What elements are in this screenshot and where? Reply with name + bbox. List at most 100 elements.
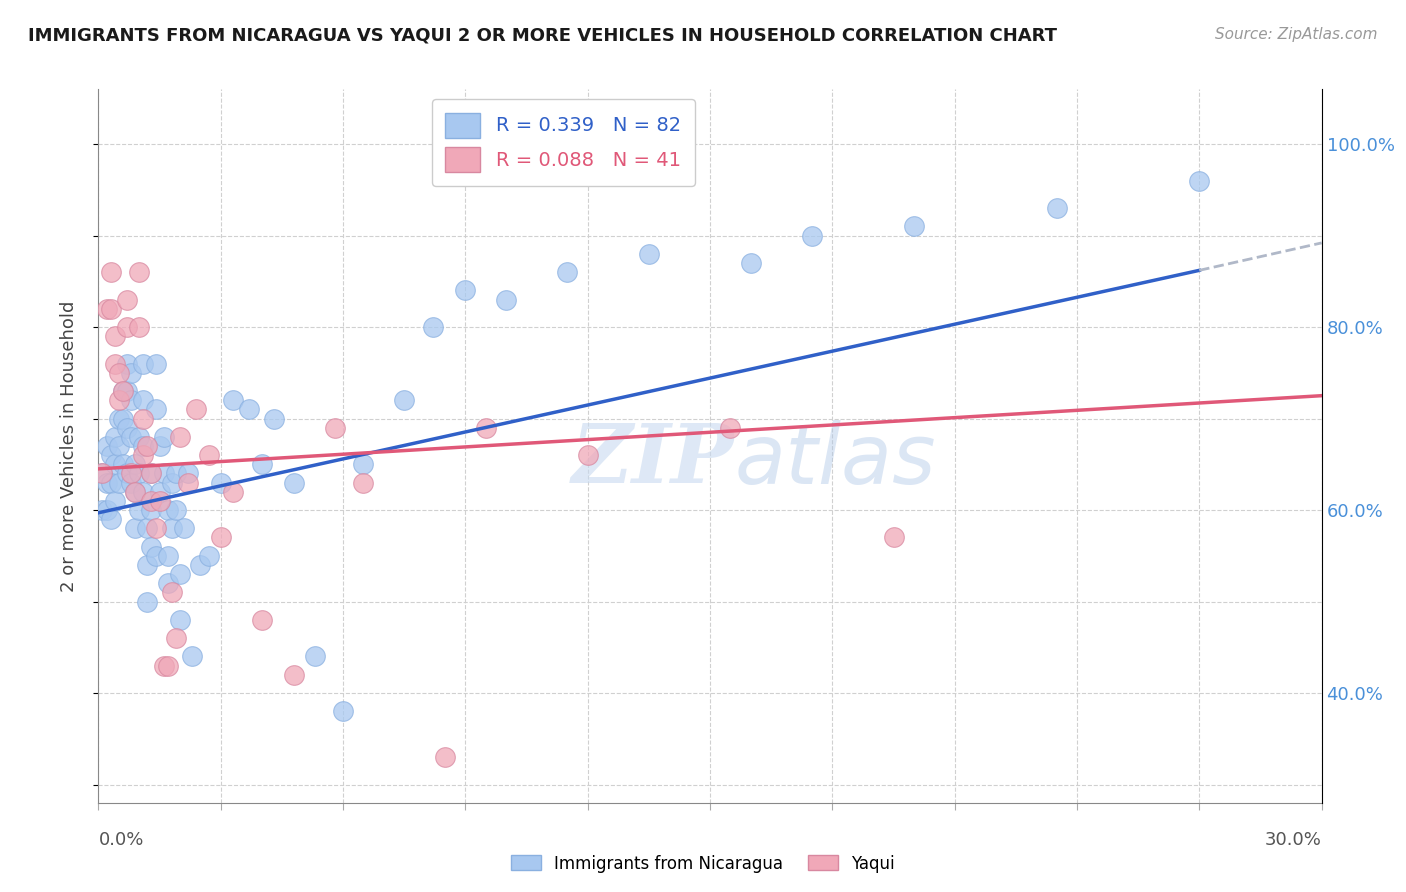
Point: [141, 540, 163, 554]
Point: [323, 420, 346, 434]
Point: [100, 512, 122, 526]
Point: [104, 458, 127, 472]
Y-axis label: 2 or more Vehicles in Household: 2 or more Vehicles in Household: [59, 301, 77, 591]
Point: [128, 320, 150, 334]
Point: [557, 265, 579, 279]
Point: [160, 585, 183, 599]
Point: [156, 658, 179, 673]
Text: 0.0%: 0.0%: [98, 831, 143, 849]
Point: [152, 430, 174, 444]
Point: [115, 420, 138, 434]
Point: [263, 411, 285, 425]
Point: [173, 521, 195, 535]
Point: [108, 439, 131, 453]
Point: [197, 448, 219, 462]
Point: [111, 384, 134, 398]
Point: [222, 393, 245, 408]
Point: [149, 484, 172, 499]
Point: [132, 393, 155, 408]
Point: [104, 430, 127, 444]
Point: [108, 393, 131, 408]
Point: [352, 458, 374, 472]
Point: [638, 247, 661, 261]
Point: [136, 439, 159, 453]
Point: [132, 484, 155, 499]
Point: [238, 402, 260, 417]
Point: [96, 503, 118, 517]
Point: [120, 475, 142, 490]
Point: [120, 393, 142, 408]
Point: [124, 458, 146, 472]
Point: [283, 475, 305, 490]
Point: [209, 475, 232, 490]
Point: [124, 484, 146, 499]
Point: [209, 531, 232, 545]
Point: [108, 411, 131, 425]
Point: [115, 467, 138, 481]
Legend: R = 0.339   N = 82, R = 0.088   N = 41: R = 0.339 N = 82, R = 0.088 N = 41: [432, 99, 695, 186]
Point: [141, 467, 163, 481]
Point: [115, 357, 138, 371]
Text: atlas: atlas: [734, 420, 936, 500]
Point: [100, 475, 122, 490]
Point: [422, 320, 444, 334]
Point: [111, 458, 134, 472]
Point: [720, 420, 742, 434]
Point: [156, 576, 179, 591]
Point: [141, 467, 163, 481]
Point: [120, 430, 142, 444]
Point: [96, 475, 118, 490]
Point: [177, 475, 200, 490]
Point: [100, 301, 122, 316]
Point: [100, 265, 122, 279]
Point: [96, 301, 118, 316]
Point: [495, 293, 517, 307]
Point: [124, 521, 146, 535]
Point: [250, 613, 273, 627]
Point: [801, 228, 824, 243]
Point: [576, 448, 599, 462]
Point: [352, 475, 374, 490]
Point: [141, 503, 163, 517]
Point: [1045, 201, 1069, 215]
Point: [111, 384, 134, 398]
Point: [115, 384, 138, 398]
Point: [740, 256, 762, 270]
Text: Source: ZipAtlas.com: Source: ZipAtlas.com: [1215, 27, 1378, 42]
Point: [160, 475, 183, 490]
Point: [454, 284, 477, 298]
Point: [124, 484, 146, 499]
Point: [392, 393, 416, 408]
Point: [149, 494, 172, 508]
Point: [188, 558, 212, 572]
Point: [132, 357, 155, 371]
Point: [104, 494, 127, 508]
Point: [136, 594, 159, 608]
Text: ZIP: ZIP: [572, 420, 734, 500]
Point: [111, 411, 134, 425]
Point: [1188, 174, 1211, 188]
Point: [115, 320, 138, 334]
Point: [903, 219, 925, 234]
Point: [332, 704, 354, 718]
Point: [136, 558, 159, 572]
Point: [132, 448, 155, 462]
Legend: Immigrants from Nicaragua, Yaqui: Immigrants from Nicaragua, Yaqui: [505, 848, 901, 880]
Point: [156, 503, 179, 517]
Point: [145, 402, 167, 417]
Text: IMMIGRANTS FROM NICARAGUA VS YAQUI 2 OR MORE VEHICLES IN HOUSEHOLD CORRELATION C: IMMIGRANTS FROM NICARAGUA VS YAQUI 2 OR …: [28, 27, 1057, 45]
Point: [149, 439, 172, 453]
Point: [104, 329, 127, 343]
Point: [152, 658, 174, 673]
Text: 30.0%: 30.0%: [1265, 831, 1322, 849]
Point: [304, 649, 326, 664]
Point: [115, 293, 138, 307]
Point: [128, 467, 150, 481]
Point: [132, 411, 155, 425]
Point: [132, 439, 155, 453]
Point: [120, 467, 142, 481]
Point: [108, 366, 131, 380]
Point: [156, 549, 179, 563]
Point: [104, 357, 127, 371]
Point: [186, 402, 208, 417]
